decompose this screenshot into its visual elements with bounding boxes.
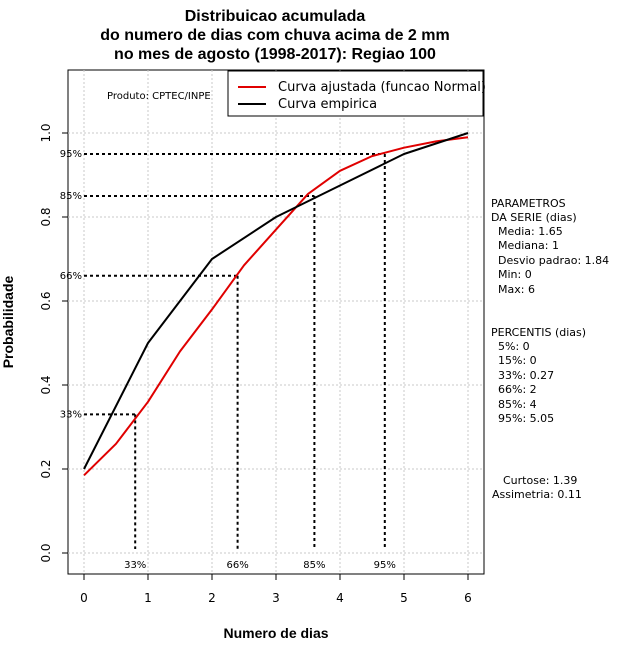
legend-label-fitted: Curva ajustada (funcao Normal) bbox=[278, 80, 486, 95]
x-tick-label: 6 bbox=[464, 591, 472, 605]
y-axis: 0.0 0.2 0.4 0.6 0.8 1.0 bbox=[39, 123, 68, 563]
y-tick-label: 0.2 bbox=[39, 459, 53, 478]
parametro-desvio: Desvio padrao: 1.84 bbox=[498, 254, 609, 267]
y-tick-label: 0.4 bbox=[39, 375, 53, 394]
percentile-x-label: 33% bbox=[124, 560, 146, 571]
y-tick-label: 0.8 bbox=[39, 207, 53, 226]
assimetria-value: Assimetria: 0.11 bbox=[492, 488, 582, 501]
x-axis: 0 1 2 3 4 5 6 bbox=[80, 574, 472, 605]
y-tick-label: 0.0 bbox=[39, 543, 53, 562]
parametro-max: Max: 6 bbox=[498, 283, 535, 296]
producer-label: Produto: CPTEC/INPE bbox=[107, 91, 211, 102]
fitted-normal-curve bbox=[83, 136, 469, 477]
percentile-y-label: 66% bbox=[60, 271, 82, 282]
percentil-5: 5%: 0 bbox=[498, 340, 530, 353]
parametros-header-line-1: PARAMETROS bbox=[491, 197, 566, 210]
percentile-y-label: 95% bbox=[60, 149, 82, 160]
percentil-95: 95%: 5.05 bbox=[498, 412, 554, 425]
series-lines bbox=[83, 132, 469, 477]
grid-lines bbox=[68, 70, 484, 574]
percentile-y-label: 33% bbox=[60, 409, 82, 420]
parametro-media: Media: 1.65 bbox=[498, 225, 563, 238]
percentile-x-label: 66% bbox=[226, 560, 248, 571]
percentil-66: 66%: 2 bbox=[498, 383, 537, 396]
percentile-markers: 33% 33% 66% 66% 85% 85% 95% 95% bbox=[60, 149, 396, 571]
legend: Curva ajustada (funcao Normal) Curva emp… bbox=[227, 70, 486, 117]
empirical-curve bbox=[83, 132, 469, 470]
legend-label-empirical: Curva empirica bbox=[278, 97, 377, 112]
y-axis-title: Probabilidade bbox=[0, 276, 16, 369]
statistics-panel: PARAMETROS DA SERIE (dias) Media: 1.65 M… bbox=[491, 197, 609, 501]
percentil-15: 15%: 0 bbox=[498, 354, 537, 367]
percentil-33: 33%: 0.27 bbox=[498, 369, 554, 382]
parametro-mediana: Mediana: 1 bbox=[498, 239, 559, 252]
chart-title-line-1: Distribuicao acumulada bbox=[185, 8, 366, 25]
percentis-header: PERCENTIS (dias) bbox=[491, 326, 586, 339]
percentil-85: 85%: 4 bbox=[498, 398, 537, 411]
percentile-x-label: 85% bbox=[303, 560, 325, 571]
parametro-min: Min: 0 bbox=[498, 268, 532, 281]
y-tick-label: 0.6 bbox=[39, 291, 53, 310]
chart-title-line-3: no mes de agosto (1998-2017): Regiao 100 bbox=[114, 46, 436, 63]
percentile-y-label: 85% bbox=[60, 191, 82, 202]
parametros-header-line-2: DA SERIE (dias) bbox=[491, 211, 577, 224]
x-tick-label: 1 bbox=[144, 591, 152, 605]
x-tick-label: 2 bbox=[208, 591, 216, 605]
percentile-x-label: 95% bbox=[374, 560, 396, 571]
y-tick-label: 1.0 bbox=[39, 123, 53, 142]
curtose-value: Curtose: 1.39 bbox=[503, 474, 577, 487]
x-tick-label: 4 bbox=[336, 591, 344, 605]
chart-title-line-2: do numero de dias com chuva acima de 2 m… bbox=[100, 27, 449, 44]
x-axis-title: Numero de dias bbox=[223, 625, 328, 641]
legend-box bbox=[227, 70, 484, 117]
x-tick-label: 5 bbox=[400, 591, 408, 605]
x-tick-label: 0 bbox=[80, 591, 88, 605]
x-tick-label: 3 bbox=[272, 591, 280, 605]
